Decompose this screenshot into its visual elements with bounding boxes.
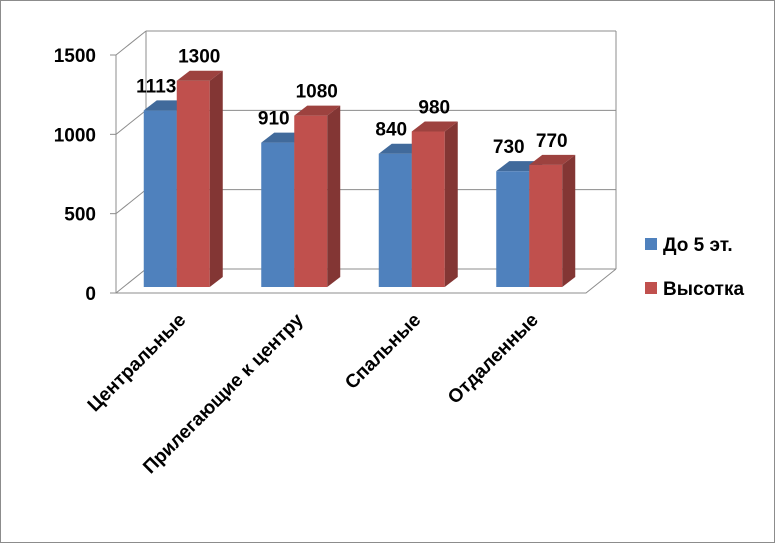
y-tick-label: 0 bbox=[85, 284, 96, 305]
bar bbox=[411, 121, 458, 287]
x-tick-label: Центральные bbox=[84, 310, 191, 417]
floor-edge bbox=[116, 268, 617, 294]
gridline-side bbox=[115, 189, 147, 215]
bar-side bbox=[562, 154, 576, 287]
gridline-side bbox=[115, 30, 147, 56]
bar-top bbox=[294, 105, 341, 116]
data-label: 1080 bbox=[296, 82, 338, 103]
bar-front bbox=[176, 80, 210, 287]
data-label: 1300 bbox=[178, 47, 220, 68]
y-tick-label: 1500 bbox=[54, 46, 96, 67]
bar-front bbox=[143, 110, 177, 288]
data-label: 730 bbox=[493, 137, 525, 158]
y-tick-label: 1000 bbox=[54, 125, 96, 146]
bar bbox=[176, 70, 223, 287]
legend-swatch bbox=[645, 238, 657, 250]
bar-front bbox=[496, 171, 530, 287]
legend-swatch bbox=[645, 282, 657, 294]
bar-front bbox=[529, 164, 563, 287]
data-label: 840 bbox=[375, 120, 407, 141]
bar-front bbox=[411, 131, 445, 287]
gridline-side bbox=[115, 109, 147, 135]
bar-top bbox=[176, 70, 223, 81]
bar bbox=[529, 154, 576, 287]
data-label: 770 bbox=[536, 131, 568, 152]
bar-top bbox=[529, 154, 576, 165]
bars bbox=[143, 70, 576, 288]
bar bbox=[294, 105, 341, 287]
y-tick-label: 500 bbox=[64, 205, 96, 226]
legend: До 5 эт. Высотка bbox=[645, 235, 744, 300]
data-label: 910 bbox=[258, 109, 290, 130]
bar-front bbox=[261, 142, 295, 287]
bar-side bbox=[209, 70, 223, 287]
data-label: 1113 bbox=[136, 76, 176, 97]
bar-side bbox=[444, 121, 458, 287]
x-tick-label: Спальные bbox=[341, 310, 425, 394]
bar-top bbox=[411, 121, 458, 132]
bar-side bbox=[327, 105, 341, 287]
gridline-side bbox=[115, 268, 147, 294]
data-label: 980 bbox=[418, 98, 450, 119]
legend-label: До 5 эт. bbox=[663, 235, 733, 256]
bar-front bbox=[378, 153, 412, 287]
x-tick-label: Отдаленные bbox=[444, 310, 543, 409]
legend-label: Высотка bbox=[663, 279, 744, 300]
bar-front bbox=[294, 115, 328, 287]
